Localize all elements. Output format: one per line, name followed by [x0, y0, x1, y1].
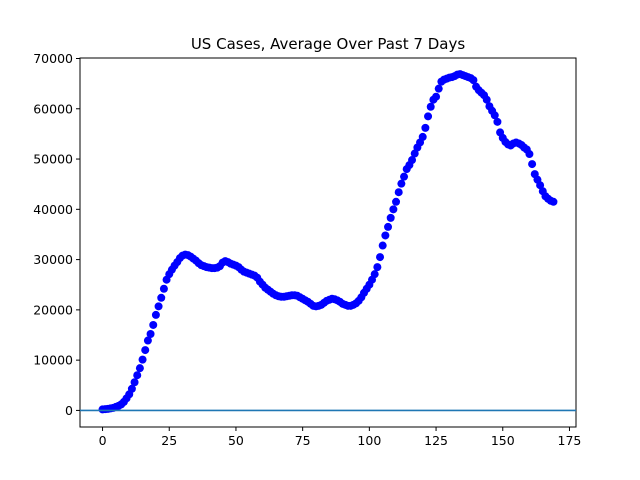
x-axis-ticks: 0 25 50 75 100 125 150 175	[99, 427, 582, 448]
data-point	[469, 76, 478, 85]
data-point	[549, 197, 558, 206]
y-tick-label: 40000	[33, 202, 73, 217]
data-points	[98, 70, 558, 414]
data-point	[536, 181, 545, 190]
x-tick-label: 50	[228, 433, 244, 448]
data-point	[381, 231, 390, 240]
data-point	[143, 336, 152, 345]
y-tick-label: 0	[65, 403, 73, 418]
data-point	[410, 149, 419, 158]
data-point	[386, 213, 395, 222]
y-tick-label: 60000	[33, 101, 73, 116]
data-point	[408, 156, 417, 165]
x-tick-label: 75	[295, 433, 311, 448]
data-point	[154, 302, 163, 311]
y-tick-label: 70000	[33, 51, 73, 66]
data-point	[434, 84, 443, 93]
y-tick-label: 50000	[33, 152, 73, 167]
data-point	[151, 310, 160, 319]
data-point	[397, 179, 406, 188]
data-point	[138, 355, 147, 364]
y-axis-ticks: 0 10000 20000 30000 40000 50000 60000 70000	[33, 51, 80, 418]
y-tick-label: 10000	[33, 353, 73, 368]
x-tick-label: 0	[99, 433, 107, 448]
y-tick-label: 30000	[33, 252, 73, 267]
x-tick-label: 175	[558, 433, 582, 448]
data-point	[418, 132, 427, 141]
data-point	[389, 205, 398, 214]
data-point	[384, 222, 393, 231]
data-point	[149, 320, 158, 329]
x-tick-label: 150	[491, 433, 515, 448]
data-point	[370, 270, 379, 279]
data-point	[127, 384, 136, 393]
data-point	[373, 263, 382, 272]
data-point	[392, 197, 401, 206]
data-point	[159, 284, 168, 293]
plot-frame	[79, 57, 577, 428]
data-point	[130, 378, 139, 387]
data-point	[141, 346, 150, 355]
data-point	[426, 102, 435, 111]
data-point	[133, 371, 142, 380]
x-tick-label: 25	[161, 433, 177, 448]
data-point	[157, 293, 166, 302]
data-point	[378, 241, 387, 250]
data-point	[394, 188, 403, 197]
data-point	[146, 329, 155, 338]
data-point	[490, 111, 499, 120]
data-point	[432, 92, 441, 101]
data-point	[525, 150, 534, 159]
x-tick-label: 100	[357, 433, 381, 448]
data-point	[135, 364, 144, 373]
chart-title: US Cases, Average Over Past 7 Days	[191, 35, 465, 53]
data-point	[424, 112, 433, 121]
data-point	[493, 117, 502, 126]
x-tick-label: 125	[424, 433, 448, 448]
data-point	[528, 160, 537, 169]
data-point	[421, 123, 430, 132]
data-point	[400, 172, 409, 181]
data-point	[376, 253, 385, 262]
y-tick-label: 20000	[33, 302, 73, 317]
data-point	[482, 95, 491, 104]
